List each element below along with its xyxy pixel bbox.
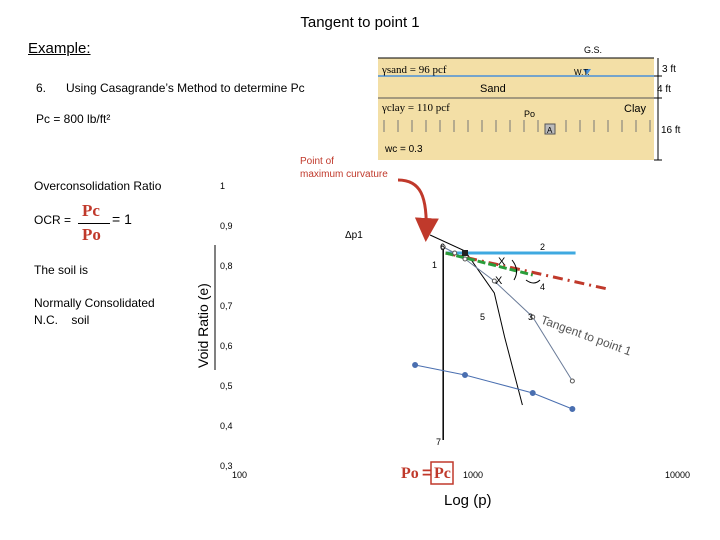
water-table-icon: [583, 69, 591, 75]
point-label: 5: [480, 312, 485, 322]
y-tick-label: 0,7: [220, 301, 233, 311]
data-point: [452, 250, 458, 256]
data-point: [491, 278, 497, 284]
ocr-numerator: Pc: [82, 201, 100, 220]
ocr-suffix: = 1: [112, 211, 132, 227]
gamma-sand-label: γsand = 96 pcf: [381, 64, 447, 76]
clay-hatching: [383, 120, 651, 132]
angle-arc: [511, 259, 518, 281]
y-tick-label: 0,4: [220, 421, 233, 431]
problem-number: 6.: [36, 81, 47, 95]
x-axis-label: Log (p): [444, 492, 492, 509]
y-tick-label: 0,9: [220, 221, 233, 231]
po-eq-right: Pc: [434, 465, 451, 482]
sample-marker-label: A: [547, 126, 553, 135]
angle-arc: [525, 279, 541, 284]
y-tick-label: 0,8: [220, 261, 233, 271]
data-point: [462, 372, 468, 378]
x-tick-label: 10000: [665, 470, 690, 480]
wt-label: W.T.: [574, 68, 590, 77]
ocr-fraction-bar: [78, 223, 110, 224]
data-point: [569, 378, 575, 384]
conclusion-line-2: N.C. soil: [34, 313, 90, 327]
dim-16ft: 16 ft: [661, 125, 681, 136]
rebound-curve: [415, 364, 573, 410]
sample-marker: [544, 123, 556, 135]
po-eq-left: Po: [401, 465, 419, 482]
wc-label: wc = 0.3: [384, 144, 423, 155]
clay-label: Clay: [624, 103, 647, 115]
annotation-arrow: [397, 178, 439, 242]
point-label: 2: [540, 242, 545, 252]
ocr-heading: Overconsolidation Ratio: [34, 179, 162, 193]
point-label: 4: [540, 282, 545, 292]
point-of-max-curvature-marker: [462, 250, 468, 256]
x-mark: X: [495, 275, 503, 287]
sand-label: Sand: [480, 83, 506, 95]
example-label: Example:: [28, 40, 91, 57]
y-tick-label: 0,3: [220, 461, 233, 471]
y-tick-label: 0,5: [220, 381, 233, 391]
dim-3ft: 3 ft: [662, 64, 676, 75]
x-tick-label: 1000: [463, 470, 483, 480]
pc-highlight-box: [430, 461, 454, 485]
virgin-compression-line: [429, 234, 523, 406]
x-tick-label: 100: [232, 470, 247, 480]
consolidation-curve: [442, 246, 573, 382]
point-label: 6: [440, 242, 445, 252]
point-label: 7: [436, 437, 441, 447]
data-point: [462, 256, 468, 262]
data-point: [529, 390, 536, 396]
data-point: [440, 244, 446, 250]
y-tick-label: 1: [220, 181, 225, 191]
data-point: [412, 362, 419, 368]
data-point: [530, 314, 536, 320]
annotation-line-2: maximum curvature: [300, 169, 388, 180]
pc-value: Pc = 800 lb/ft²: [36, 112, 111, 126]
gs-label: G.S.: [584, 45, 602, 55]
delta-p-label: Δp1: [345, 230, 363, 241]
gamma-clay-label: γclay = 110 pcf: [381, 102, 450, 114]
point-label: 3: [528, 312, 533, 322]
annotation-line-1: Point of: [300, 156, 334, 167]
soil-is-label: The soil is: [34, 263, 89, 277]
conclusion-line-1: Normally Consolidated: [34, 296, 155, 310]
tangent-label: Tangent to point 1: [539, 313, 634, 359]
po-profile-label: Po: [524, 109, 535, 119]
data-point: [569, 406, 576, 412]
point-label: 1: [432, 260, 437, 270]
page-title: Tangent to point 1: [300, 14, 420, 31]
dim-4ft: 4 ft: [657, 84, 671, 95]
bisector-line: [445, 251, 534, 277]
ocr-denominator: Po: [82, 225, 101, 244]
problem-text: Using Casagrande’s Method to determine P…: [66, 81, 305, 95]
x-mark: X: [498, 256, 506, 268]
y-axis-label: Void Ratio (e): [195, 283, 211, 368]
po-eq-sign: =: [422, 465, 431, 482]
sand-layer: [378, 58, 654, 98]
y-tick-label: 0,6: [220, 341, 233, 351]
ocr-prefix: OCR =: [34, 213, 72, 227]
